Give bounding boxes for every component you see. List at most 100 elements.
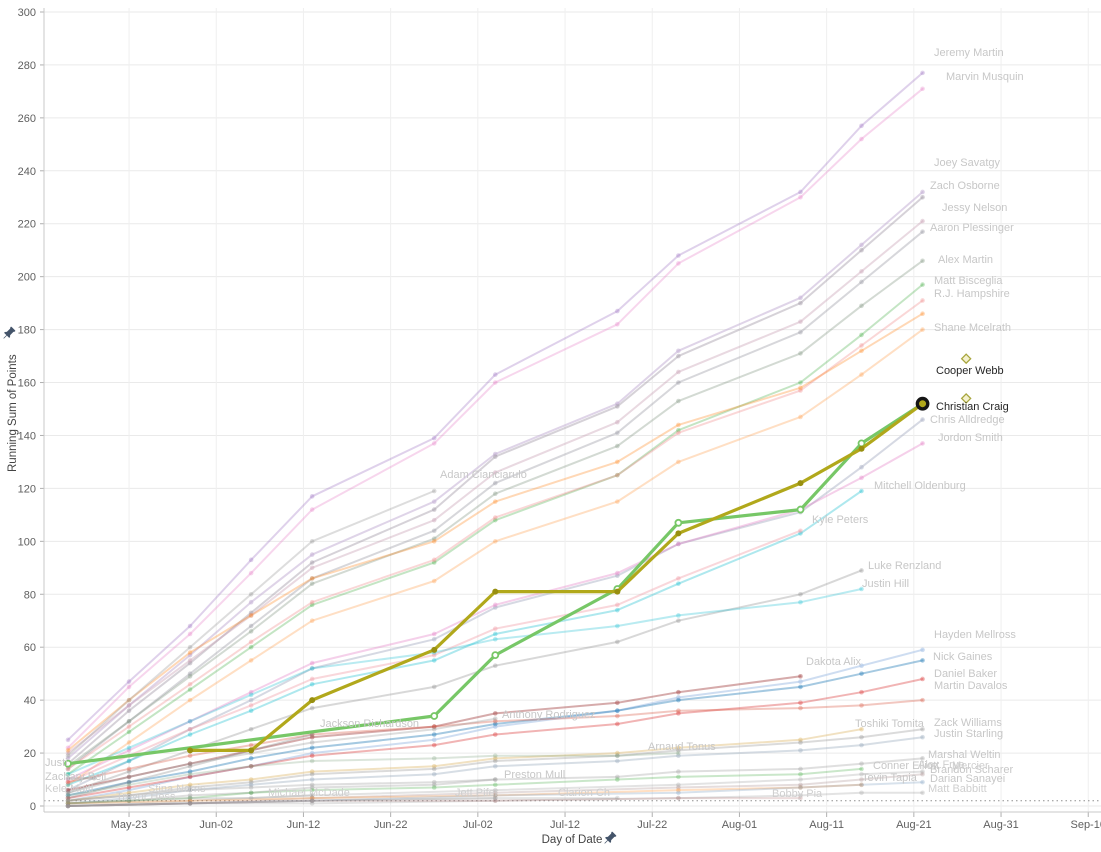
rider-point[interactable] [492, 716, 498, 721]
rider-point[interactable] [187, 801, 193, 806]
rider-point[interactable] [126, 729, 132, 735]
rider-point[interactable] [492, 588, 499, 595]
rider-point[interactable] [798, 737, 803, 743]
rider-point[interactable] [859, 279, 864, 285]
rider-point[interactable] [431, 528, 437, 534]
rider-point[interactable] [309, 771, 315, 777]
rider-point[interactable] [248, 591, 254, 597]
rider-point[interactable] [798, 771, 803, 777]
rider-point[interactable] [492, 602, 498, 608]
rider-point[interactable] [431, 646, 438, 653]
rider-point[interactable] [309, 681, 315, 687]
rider-point[interactable] [187, 644, 193, 650]
rider-line-aaron-plessinger[interactable] [67, 230, 924, 770]
rider-line-chris-alldredge[interactable] [67, 418, 924, 792]
rider-line-toshiki-tomita[interactable] [67, 728, 863, 802]
rider-point[interactable] [492, 777, 498, 782]
rider-point[interactable] [492, 631, 498, 637]
rider-point[interactable] [676, 422, 681, 428]
rider-point[interactable] [920, 298, 925, 303]
diamond-mark-christian-craig[interactable] [960, 392, 972, 404]
rider-point[interactable] [65, 782, 71, 788]
rider-point[interactable] [920, 229, 925, 234]
rider-point[interactable] [65, 793, 71, 798]
rider-point[interactable] [248, 763, 254, 769]
rider-point[interactable] [309, 777, 315, 782]
rider-point[interactable] [859, 790, 864, 796]
rider-line-zack-williams[interactable] [67, 728, 924, 802]
rider-point[interactable] [859, 136, 864, 142]
rider-point[interactable] [431, 636, 437, 642]
rider-point[interactable] [187, 801, 193, 806]
rider-point[interactable] [798, 782, 803, 788]
rider-point[interactable] [859, 663, 864, 669]
rider-point[interactable] [859, 123, 864, 129]
rider-point[interactable] [676, 348, 681, 354]
rider-point[interactable] [248, 629, 254, 634]
rider-point[interactable] [65, 793, 71, 798]
rider-point[interactable] [676, 398, 681, 404]
rider-point[interactable] [187, 769, 193, 774]
rider-point[interactable] [798, 674, 803, 679]
rider-point[interactable] [248, 756, 254, 761]
rider-point[interactable] [676, 708, 681, 714]
rider-point[interactable] [126, 697, 132, 703]
rider-point[interactable] [187, 801, 193, 806]
rider-point[interactable] [126, 758, 132, 764]
rider-line-nick-gaines[interactable] [67, 659, 924, 797]
rider-point[interactable] [65, 795, 71, 801]
rider-point[interactable] [431, 441, 437, 446]
rider-point[interactable] [492, 795, 498, 801]
rider-point[interactable] [65, 753, 71, 759]
rider-point[interactable] [248, 623, 254, 629]
rider-point[interactable] [859, 761, 864, 766]
rider-point[interactable] [187, 774, 193, 780]
rider-point[interactable] [309, 539, 315, 544]
rider-point[interactable] [126, 798, 132, 804]
rider-point[interactable] [248, 779, 254, 785]
rider-point[interactable] [126, 703, 132, 708]
rider-point[interactable] [676, 750, 681, 756]
rider-point[interactable] [859, 348, 864, 354]
rider-point[interactable] [65, 787, 71, 793]
rider-point[interactable] [920, 218, 925, 224]
rider-point[interactable] [187, 726, 193, 732]
rider-point[interactable] [920, 771, 925, 777]
rider-point[interactable] [859, 689, 864, 695]
rider-point[interactable] [187, 771, 193, 777]
rider-point[interactable] [309, 769, 315, 774]
rider-point[interactable] [126, 795, 132, 801]
rider-point[interactable] [859, 242, 864, 248]
rider-point[interactable] [920, 258, 925, 264]
rider-point[interactable] [492, 732, 498, 737]
rider-point[interactable] [859, 343, 864, 348]
rider-point[interactable] [615, 713, 620, 719]
rider-point[interactable] [859, 766, 864, 772]
rider-point[interactable] [431, 732, 437, 737]
rider-line-matt-bisceglia[interactable] [67, 283, 924, 776]
rider-point[interactable] [615, 700, 620, 706]
rider-point[interactable] [492, 454, 498, 459]
rider-point[interactable] [431, 560, 437, 565]
rider-point[interactable] [65, 745, 71, 751]
rider-point[interactable] [309, 798, 315, 804]
rider-point[interactable] [492, 777, 498, 782]
rider-point[interactable] [798, 795, 803, 801]
rider-point[interactable] [431, 488, 437, 494]
rider-point[interactable] [859, 777, 864, 782]
rider-point[interactable] [248, 708, 254, 714]
rider-point[interactable] [676, 430, 681, 436]
rider-line-dakota-alix[interactable] [67, 675, 802, 792]
rider-point[interactable] [492, 480, 498, 486]
rider-point[interactable] [187, 761, 193, 766]
rider-line-jett-pifer[interactable] [67, 797, 497, 807]
rider-point[interactable] [248, 689, 254, 695]
rider-point[interactable] [126, 793, 132, 798]
rider-point[interactable] [676, 576, 681, 581]
rider-point[interactable] [798, 351, 803, 356]
rider-line-zach-osborne[interactable] [67, 196, 924, 765]
rider-point[interactable] [187, 650, 193, 655]
rider-point[interactable] [798, 785, 803, 790]
rider-point[interactable] [492, 380, 498, 385]
rider-point[interactable] [676, 353, 681, 359]
